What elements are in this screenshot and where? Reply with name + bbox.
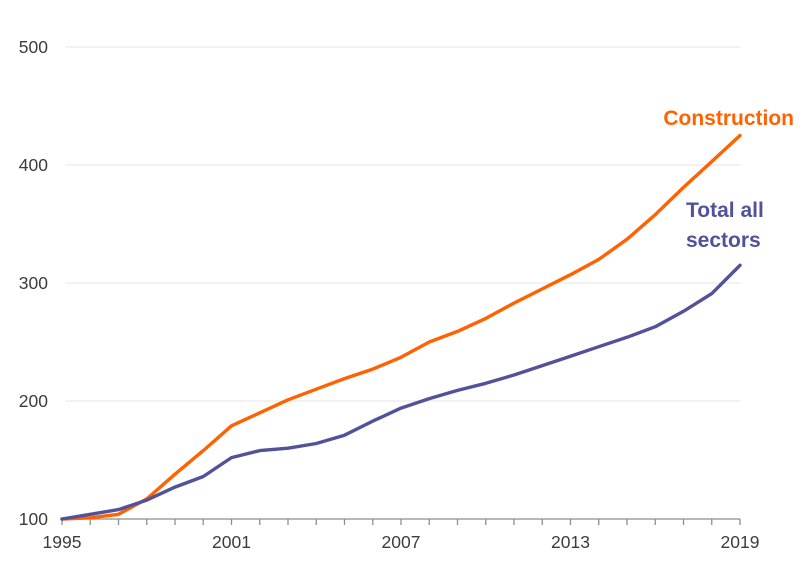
x-tick-label-2013: 2013 bbox=[551, 532, 590, 552]
y-tick-label-400: 400 bbox=[19, 155, 48, 175]
y-tick-label-200: 200 bbox=[19, 391, 48, 411]
y-tick-label-300: 300 bbox=[19, 273, 48, 293]
x-tick-label-1995: 1995 bbox=[43, 532, 82, 552]
y-tick-label-500: 500 bbox=[19, 37, 48, 57]
series-line-total-all-sectors bbox=[60, 263, 742, 521]
series-label-total-all-sectors: Total all sectors bbox=[686, 199, 764, 252]
series-label-construction: Construction bbox=[663, 107, 794, 130]
x-tick-label-2019: 2019 bbox=[721, 532, 760, 552]
y-tick-label-100: 100 bbox=[19, 509, 48, 529]
series-line-construction bbox=[60, 133, 742, 521]
x-tick-label-2001: 2001 bbox=[212, 532, 251, 552]
x-tick-label-2007: 2007 bbox=[382, 532, 421, 552]
